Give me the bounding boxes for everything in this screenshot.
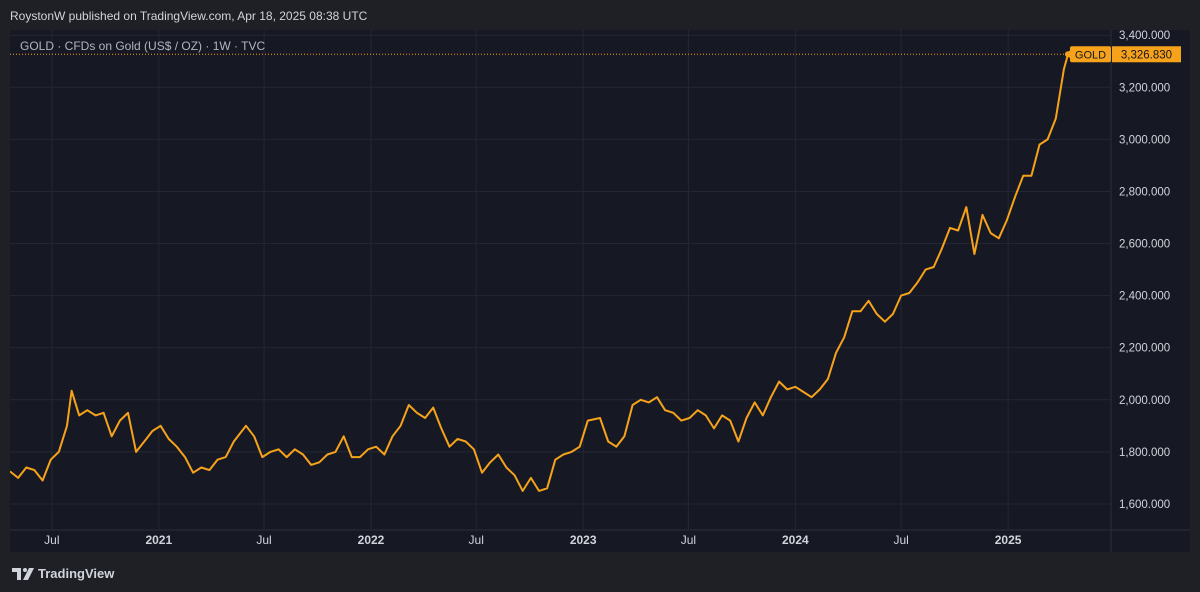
y-tick-label: 2,200.000 [1119, 343, 1170, 355]
x-tick-label: 2023 [570, 533, 597, 547]
x-tick-label: Jul [469, 533, 484, 547]
y-tick-label: 3,000.000 [1119, 134, 1170, 146]
x-tick-label: 2022 [358, 533, 385, 547]
x-tick-label: 2024 [782, 533, 809, 547]
x-tick-label: 2025 [995, 533, 1022, 547]
last-price-badge: GOLD 3,326.830 [1066, 46, 1181, 63]
y-tick-label: 1,600.000 [1119, 499, 1170, 511]
x-tick-label: Jul [681, 533, 696, 547]
publish-header: RoystonW published on TradingView.com, A… [0, 0, 1200, 30]
y-tick-label: 3,200.000 [1119, 82, 1170, 94]
footer [0, 552, 1200, 592]
publish-info: RoystonW published on TradingView.com, A… [10, 9, 368, 23]
badge-pointer [1066, 50, 1070, 59]
x-tick-label: 2021 [145, 533, 172, 547]
symbol-badge [1070, 46, 1111, 63]
tradingview-brand[interactable]: TradingView [12, 566, 114, 581]
x-tick-label: Jul [256, 533, 271, 547]
x-tick-label: Jul [44, 533, 59, 547]
brand-name: TradingView [38, 566, 115, 581]
gold-price-line [9, 54, 1069, 492]
badge-price: 3,326.830 [1121, 49, 1172, 61]
y-tick-label: 2,000.000 [1119, 395, 1170, 407]
y-axis: 1,600.000 1,800.000 2,000.000 2,200.000 2,40… [1119, 30, 1170, 511]
x-tick-label: Jul [893, 533, 908, 547]
symbol-legend[interactable]: GOLD · CFDs on Gold (US$ / OZ) · 1W · TV… [20, 39, 266, 53]
y-tick-label: 2,800.000 [1119, 186, 1170, 198]
y-tick-label: 2,600.000 [1119, 239, 1170, 251]
plot-area [9, 51, 1111, 492]
badge-symbol: GOLD [1075, 49, 1106, 61]
y-tick-label: 3,400.000 [1119, 30, 1170, 42]
chart-pane[interactable]: Jul 2021 Jul 2022 Jul 2023 Jul 2024 Jul 2025 1,60… [9, 30, 1190, 552]
grid-lines [10, 30, 1190, 552]
price-chart[interactable]: Jul 2021 Jul 2022 Jul 2023 Jul 2024 Jul 2025 1,60… [9, 30, 1190, 552]
x-axis: Jul 2021 Jul 2022 Jul 2023 Jul 2024 Jul 2025 [44, 533, 1022, 547]
y-tick-label: 2,400.000 [1119, 291, 1170, 303]
tradingview-logo-icon [12, 567, 34, 580]
y-tick-label: 1,800.000 [1119, 447, 1170, 459]
price-badge [1112, 46, 1181, 63]
